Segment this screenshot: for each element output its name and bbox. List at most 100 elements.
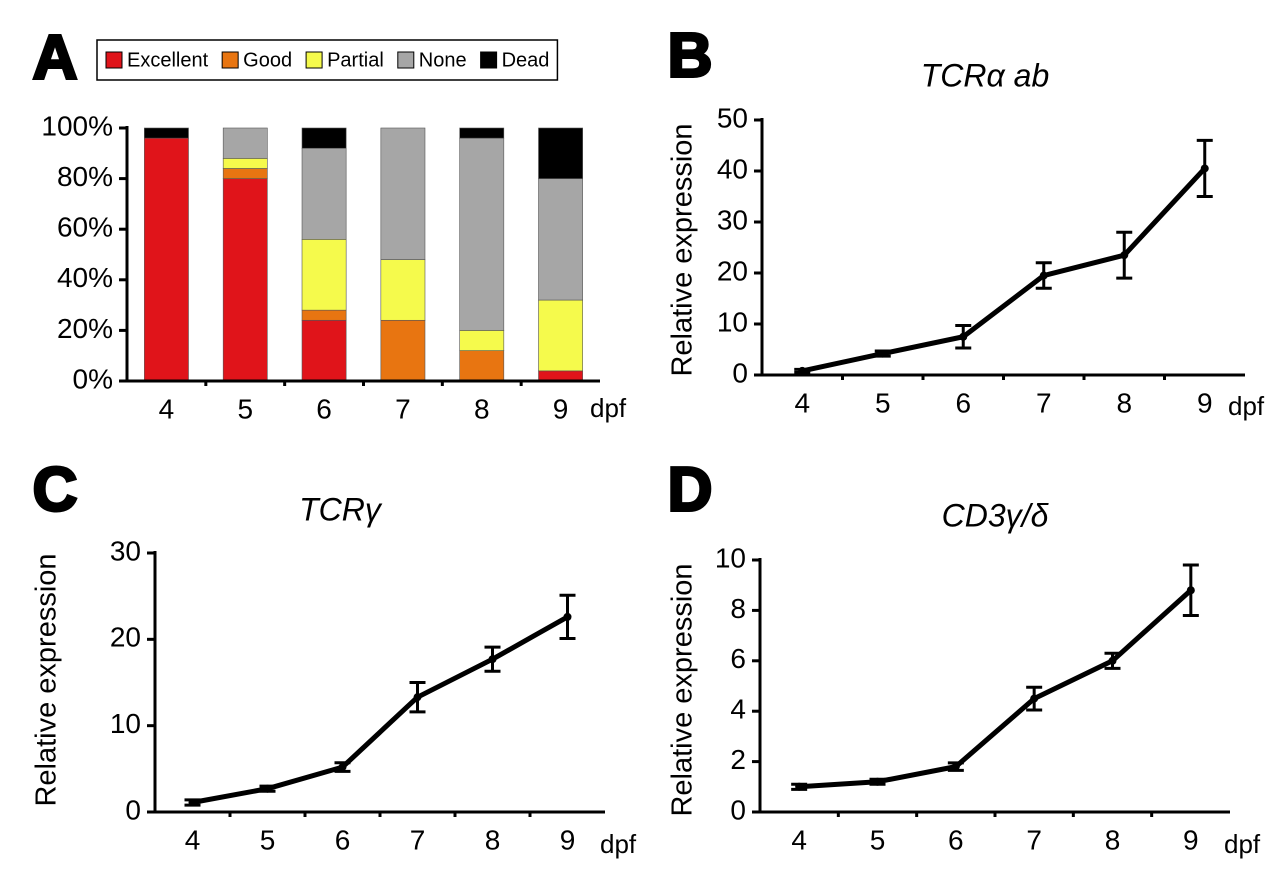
point — [1039, 271, 1048, 280]
x-tick-label: 6 — [335, 824, 351, 855]
bar-segment — [459, 350, 505, 382]
x-tick-label: 6 — [948, 824, 964, 855]
y-tick-label: 30 — [717, 204, 748, 235]
x-tick-label: 7 — [1026, 824, 1042, 855]
point — [1120, 251, 1129, 260]
panel-label: C — [33, 455, 78, 524]
y-tick-label: 10 — [715, 542, 746, 573]
y-tick-label: 10 — [110, 708, 141, 739]
y-tick-label: 20% — [57, 313, 113, 344]
legend-label: Excellent — [127, 49, 209, 71]
x-tick-label: 4 — [794, 387, 810, 418]
bar-segment — [380, 259, 426, 321]
chart-title: TCRα ab — [921, 57, 1050, 93]
y-tick-label: 2 — [730, 744, 746, 775]
legend-label: Partial — [327, 49, 384, 71]
point — [1030, 694, 1039, 703]
bar-segment — [380, 127, 426, 260]
y-tick-label: 80% — [57, 161, 113, 192]
x-axis-label: dpf — [1224, 829, 1261, 859]
point — [263, 784, 272, 793]
legend-label: None — [419, 49, 467, 71]
x-tick-label: 7 — [1036, 387, 1052, 418]
bar-segment — [222, 158, 268, 169]
point — [488, 655, 497, 664]
y-tick-label: 0 — [125, 794, 141, 825]
line — [192, 614, 569, 805]
x-tick-label: 8 — [1105, 824, 1121, 855]
y-tick-label: 30 — [110, 535, 141, 566]
point — [413, 693, 422, 702]
x-tick-label: 8 — [1116, 387, 1132, 418]
x-axis-label: dpf — [600, 829, 637, 859]
legend-swatch — [397, 51, 415, 69]
y-tick-label: 8 — [730, 593, 746, 624]
bar-segment — [301, 239, 347, 311]
x-tick-label: 5 — [260, 824, 276, 855]
y-tick-label: 0 — [730, 794, 746, 825]
y-tick-label: 60% — [57, 212, 113, 243]
bar-segment — [459, 137, 505, 331]
bar-segment — [144, 137, 189, 382]
y-tick-label: 6 — [730, 643, 746, 674]
y-tick-label: 4 — [730, 694, 746, 725]
line — [801, 166, 1207, 374]
x-tick-label: 5 — [237, 393, 253, 424]
y-tick-label: 10 — [717, 306, 748, 337]
x-tick-label: 9 — [553, 393, 569, 424]
y-tick-label: 20 — [110, 622, 141, 653]
x-axis-label: dpf — [590, 393, 627, 423]
x-tick-label: 9 — [1183, 824, 1199, 855]
y-tick-label: 0% — [73, 363, 113, 394]
bar-segment — [222, 127, 268, 159]
point — [563, 612, 572, 621]
bar-segment — [538, 299, 583, 372]
y-tick-label: 40 — [717, 153, 748, 184]
point — [1186, 586, 1195, 595]
bar-segment — [301, 319, 347, 382]
bar-segment — [380, 319, 426, 382]
x-tick-label: 7 — [395, 393, 411, 424]
bar-segment — [459, 330, 505, 351]
x-tick-label: 5 — [875, 387, 891, 418]
point — [959, 332, 968, 341]
y-axis-label: Relative expression — [31, 553, 63, 806]
y-tick-label: 20 — [717, 255, 748, 286]
point — [873, 777, 882, 786]
point — [798, 366, 807, 375]
legend-swatch — [105, 51, 123, 69]
y-axis-label: Relative expression — [667, 563, 699, 816]
x-tick-label: 4 — [185, 824, 201, 855]
legend-swatch — [305, 51, 323, 69]
point — [1108, 656, 1117, 665]
point — [951, 762, 960, 771]
x-tick-label: 8 — [474, 393, 490, 424]
x-tick-label: 4 — [159, 393, 175, 424]
x-tick-label: 5 — [870, 824, 886, 855]
y-tick-label: 50 — [717, 102, 748, 133]
x-tick-label: 6 — [316, 393, 332, 424]
point — [795, 782, 804, 791]
point — [878, 349, 887, 358]
bar-segment — [222, 178, 268, 382]
line — [799, 588, 1193, 790]
panel-label: B — [668, 21, 713, 90]
chart-title: CD3γ/δ — [942, 497, 1050, 533]
bar-segment — [538, 127, 583, 179]
point — [188, 798, 197, 807]
bar-segment — [301, 127, 347, 149]
x-tick-label: 6 — [955, 387, 971, 418]
x-tick-label: 7 — [410, 824, 426, 855]
legend-label: Dead — [502, 49, 550, 71]
legend-swatch — [221, 51, 239, 69]
y-tick-label: 0 — [732, 357, 748, 388]
x-tick-label: 8 — [485, 824, 501, 855]
y-tick-label: 40% — [57, 262, 113, 293]
bar-segment — [144, 127, 189, 139]
legend-swatch — [480, 51, 498, 69]
bar-segment — [459, 127, 505, 139]
bar-segment — [222, 168, 268, 179]
point — [1200, 164, 1209, 173]
x-axis-label: dpf — [1228, 391, 1265, 421]
